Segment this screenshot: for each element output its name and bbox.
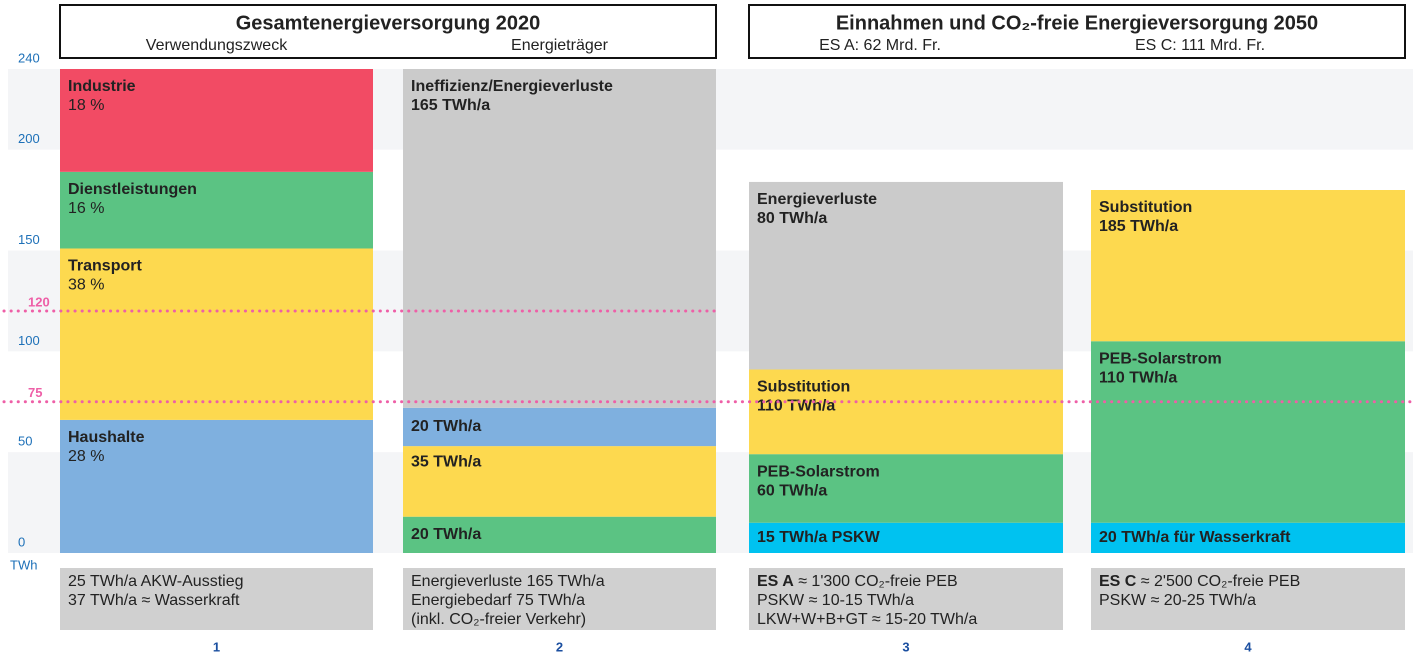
note-text: Energiebedarf 75 TWh/a <box>411 592 585 609</box>
segment-label: 35 TWh/a <box>411 453 481 470</box>
segment-name: Substitution <box>1099 199 1192 216</box>
bar-segment <box>1091 522 1405 553</box>
note-line: 25 TWh/a AKW-Ausstieg <box>68 573 243 590</box>
segment-label: 110 TWh/a <box>757 398 835 415</box>
segment-name: PEB-Solarstrom <box>1099 350 1222 367</box>
panel-header <box>59 4 717 59</box>
bar-segment <box>403 69 716 408</box>
bar-segment <box>60 248 373 420</box>
segment-name: Energieverluste <box>757 191 877 208</box>
note-text: LKW+W+B+GT ≈ 15-20 TWh/a <box>757 611 977 628</box>
note-line: (inkl. CO₂-freier Verkehr) <box>411 611 586 628</box>
note-line: LKW+W+B+GT ≈ 15-20 TWh/a <box>757 611 977 628</box>
segment-label: 18 % <box>68 97 104 114</box>
note-line: PSKW ≈ 20-25 TWh/a <box>1099 592 1256 609</box>
bar-segment <box>60 419 373 553</box>
note-text: 37 TWh/a ≈ Wasserkraft <box>68 592 240 609</box>
note-line: PSKW ≈ 10-15 TWh/a <box>757 592 914 609</box>
segment-label: 80 TWh/a <box>757 210 827 227</box>
y-tick-label: 200 <box>18 131 40 146</box>
bar-number: 3 <box>902 639 909 654</box>
note-text: Energieverluste 165 TWh/a <box>411 573 605 590</box>
note-box <box>403 568 716 630</box>
bar-number: 2 <box>556 639 563 654</box>
bar-segment <box>403 446 716 517</box>
segment-label: 38 % <box>68 277 104 294</box>
segment-name: Haushalte <box>68 429 145 446</box>
note-box <box>749 568 1063 630</box>
note-text: ≈ 1'300 CO₂-freie PEB <box>794 573 958 590</box>
bar-segment <box>749 522 1063 553</box>
bar-number: 4 <box>1244 639 1252 654</box>
note-text: ≈ 2'500 CO₂-freie PEB <box>1136 573 1300 590</box>
y-tick-label: 50 <box>18 434 32 449</box>
segment-label: 20 TWh/a für Wasserkraft <box>1099 529 1291 546</box>
panel-header <box>748 4 1406 59</box>
y-tick-label: 100 <box>18 333 40 348</box>
note-text: PSKW ≈ 20-25 TWh/a <box>1099 592 1256 609</box>
segment-label: 20 TWh/a <box>411 526 481 543</box>
bar-segment <box>403 407 716 447</box>
bar-segment <box>60 69 373 172</box>
segment-label: 110 TWh/a <box>1099 369 1177 386</box>
segment-label: 165 TWh/a <box>411 97 490 114</box>
note-line: 37 TWh/a ≈ Wasserkraft <box>68 592 240 609</box>
segment-name: PEB-Solarstrom <box>757 463 880 480</box>
y-tick-label: 240 <box>18 50 40 65</box>
note-line: ES A ≈ 1'300 CO₂-freie PEB <box>757 573 958 590</box>
panel-subtitle: ES A: 62 Mrd. Fr. <box>819 37 941 54</box>
bar-segment <box>749 454 1063 523</box>
bar-segment <box>1091 190 1405 342</box>
y-tick-label: 0 <box>18 534 25 549</box>
panel-title: Gesamtenergieversorgung 2020 <box>236 12 541 34</box>
y-unit: TWh <box>10 557 37 572</box>
panel-subtitle: Energieträger <box>511 37 609 54</box>
segment-label: 20 TWh/a <box>411 418 481 435</box>
note-box <box>1091 568 1405 630</box>
segment-name: Ineffizienz/Energieverluste <box>411 78 613 95</box>
note-line: Energiebedarf 75 TWh/a <box>411 592 585 609</box>
note-box <box>60 568 373 630</box>
note-line: ES C ≈ 2'500 CO₂-freie PEB <box>1099 573 1300 590</box>
segment-label: 60 TWh/a <box>757 482 827 499</box>
note-text: 25 TWh/a AKW-Ausstieg <box>68 573 243 590</box>
bar-number: 1 <box>213 639 220 654</box>
note-text: ES A <box>757 573 794 590</box>
y-tick-label: 150 <box>18 232 40 247</box>
reference-label: 75 <box>28 385 42 400</box>
note-line: Energieverluste 165 TWh/a <box>411 573 605 590</box>
segment-name: Transport <box>68 258 142 275</box>
panel-title: Einnahmen und CO₂-freie Energieversorgun… <box>836 12 1318 34</box>
bar-segment <box>403 516 716 553</box>
segment-name: Substitution <box>757 379 850 396</box>
bar-segment <box>749 369 1063 455</box>
panel-subtitle: Verwendungszweck <box>146 37 288 54</box>
segment-name: Industrie <box>68 78 136 95</box>
segment-label: 15 TWh/a PSKW <box>757 529 881 546</box>
segment-label: 185 TWh/a <box>1099 218 1178 235</box>
panel-subtitle: ES C: 111 Mrd. Fr. <box>1135 37 1265 54</box>
bar-segment <box>60 171 373 249</box>
bar-segment <box>1091 341 1405 523</box>
note-text: (inkl. CO₂-freier Verkehr) <box>411 611 586 628</box>
segment-label: 16 % <box>68 200 104 217</box>
segment-name: Dienstleistungen <box>68 181 197 198</box>
note-text: ES C <box>1099 573 1137 590</box>
note-text: PSKW ≈ 10-15 TWh/a <box>757 592 914 609</box>
bar-segment <box>749 181 1063 370</box>
reference-label: 120 <box>28 294 50 309</box>
segment-label: 28 % <box>68 448 104 465</box>
